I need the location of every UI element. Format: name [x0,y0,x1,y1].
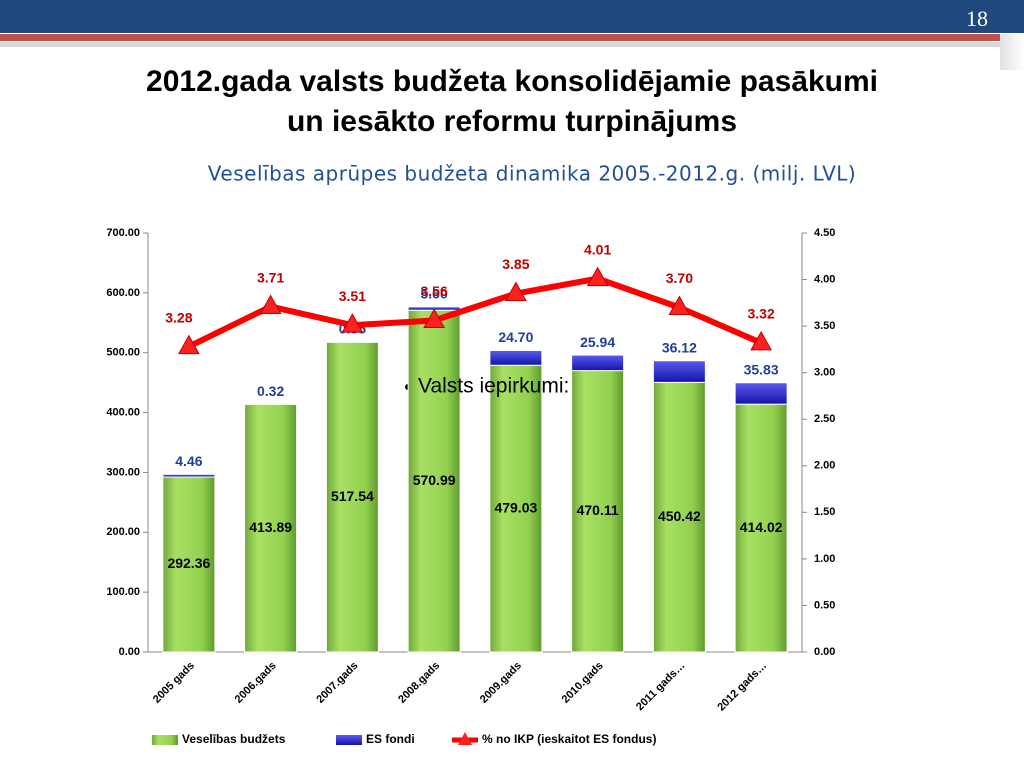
y2-tick-label: 2.50 [814,413,835,425]
bar-segment [734,382,788,405]
y-tick-label: 0.00 [119,646,140,658]
y2-tick-label: 3.00 [814,367,835,379]
data-label: 414.02 [740,519,783,535]
legend-label: Veselības budžets [182,732,286,746]
y2-tick-label: 1.00 [814,553,835,565]
bullet-text: Valsts iepirkumi: [418,375,569,398]
data-label: 4.46 [175,453,202,469]
data-label: 479.03 [494,499,537,515]
line-marker [423,308,445,329]
legend-swatch [336,735,362,745]
line-label: 4.01 [584,241,611,257]
header-band [0,0,1024,33]
data-label: 470.11 [577,502,619,518]
data-label: 450.42 [658,508,701,524]
data-label: 25.94 [580,334,615,350]
y-tick-label: 500.00 [106,347,140,359]
x-tick-label: 2011 gads… [634,660,687,713]
bar-segment [489,349,543,366]
bar-segment [652,381,706,653]
data-label: 24.70 [498,329,533,345]
line-label: 3.51 [339,288,366,304]
line-marker [668,295,691,315]
line-marker [259,294,282,315]
data-label: 5.60 [421,286,448,302]
data-label: 413.89 [249,519,292,535]
y2-tick-label: 2.00 [814,460,835,472]
y2-tick-label: 1.50 [814,506,835,518]
line-series [187,275,763,350]
line-marker [178,334,200,355]
legend-label: ES fondi [366,732,415,746]
y-tick-label: 600.00 [106,287,140,299]
x-tick-label: 2008.gads [396,660,442,706]
y2-tick-label: 3.50 [814,320,835,332]
data-label: 292.36 [167,555,210,571]
bar-segment [325,341,379,653]
bar-segment [489,364,543,653]
x-tick-label: 2005 gads [151,660,197,706]
x-tick-label: 2010.gads [560,660,606,706]
legend-label: % no IKP (ieskaitot ES fondus) [482,732,656,746]
bar-segment [244,403,298,653]
x-tick-label: 2009.gads [478,660,524,706]
line-label: 3.85 [502,256,529,272]
x-tick-label: 2006.gads [233,660,279,706]
data-label: 36.12 [662,339,697,355]
line-label: 3.70 [666,270,693,286]
header-stripe [0,42,1000,47]
bar-segment [571,370,625,653]
line-label: 3.28 [165,309,192,325]
bar-segment [652,360,706,383]
y-tick-label: 200.00 [106,526,140,538]
title-line: 2012.gada valsts budžeta konsolidējamie … [146,65,878,98]
bar-segment [407,309,461,653]
line-marker [586,266,609,287]
y2-tick-label: 4.50 [814,227,835,239]
y-tick-label: 700.00 [106,227,140,239]
data-label: 517.54 [331,488,374,504]
y2-tick-label: 0.00 [814,646,835,658]
line-marker [341,313,364,333]
legend-swatch [458,732,472,745]
data-label: 0.32 [257,383,284,399]
legend-swatch [152,735,178,745]
x-tick-label: 2007.gads [314,660,360,706]
slide-title: 2012.gada valsts budžeta konsolidējamie … [0,62,1024,142]
data-label: 570.99 [413,472,456,488]
line-label: 3.71 [257,269,284,285]
bar-segment [571,354,625,372]
bar-segment [162,473,216,478]
y2-tick-label: 4.00 [814,273,835,285]
header-stripe [0,34,1000,41]
page-number: 18 [966,6,988,31]
x-tick-label: 2012 gads… [715,660,769,714]
y-tick-label: 300.00 [106,466,140,478]
line-marker [750,330,772,351]
line-marker [505,281,527,302]
y2-tick-label: 0.50 [814,599,835,611]
title-line: un iesākto reformu turpinājums [286,105,738,138]
header-edge [1000,34,1024,70]
data-label: 35.83 [744,361,779,377]
chart-title: Veselības aprūpes budžeta dinamika 2005.… [208,162,856,186]
y-tick-label: 100.00 [106,586,140,598]
line-label: 3.32 [748,306,775,322]
y-tick-label: 400.00 [106,406,140,418]
line-label: 3.56 [421,283,448,299]
